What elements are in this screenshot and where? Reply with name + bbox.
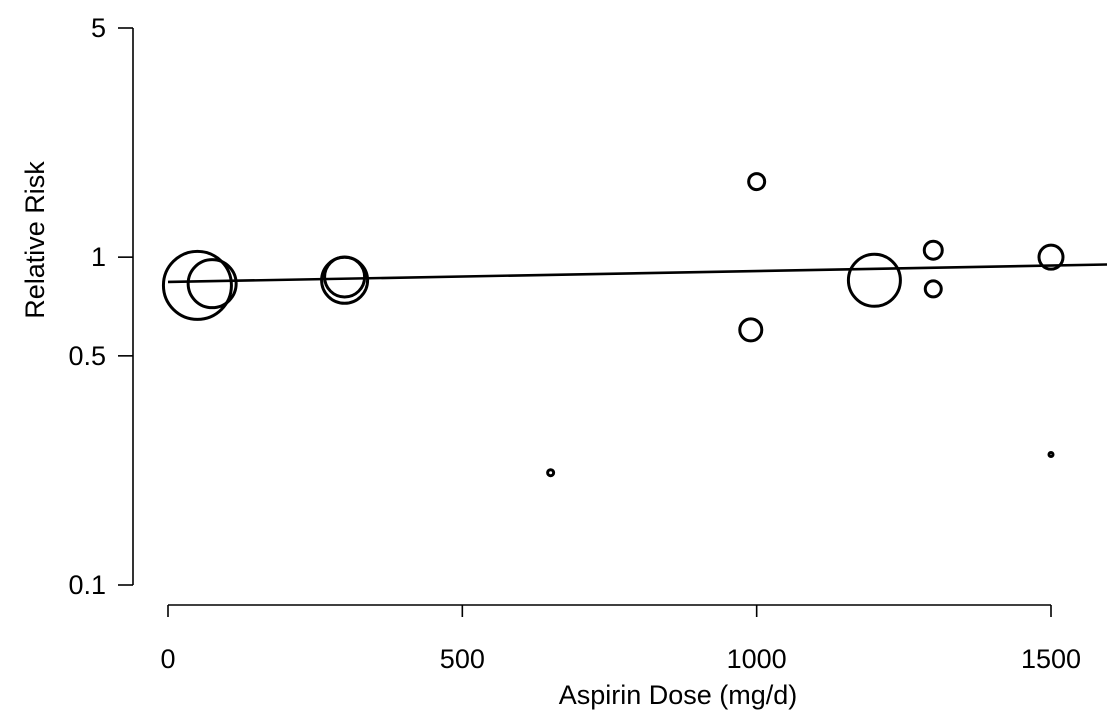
- data-point: [161, 249, 233, 321]
- data-point: [846, 252, 902, 308]
- y-tick-label: 0.5: [68, 341, 106, 371]
- data-point: [738, 317, 764, 343]
- x-tick-label: 1500: [1021, 644, 1081, 674]
- data-point: [323, 255, 367, 299]
- y-tick-label: 5: [91, 13, 106, 43]
- x-axis: 0 500 1000 1500: [160, 604, 1081, 674]
- x-axis-label: Aspirin Dose (mg/d): [559, 680, 798, 710]
- data-point: [747, 172, 767, 192]
- x-tick-label: 0: [160, 644, 175, 674]
- x-tick-label: 500: [440, 644, 485, 674]
- y-axis-label: Relative Risk: [20, 161, 50, 319]
- data-point: [186, 258, 238, 310]
- point-layer: [161, 172, 1065, 478]
- trend-layer: [167, 263, 1107, 284]
- data-point: [1047, 451, 1055, 459]
- trend-line: [167, 263, 1107, 284]
- data-point: [1037, 243, 1065, 271]
- data-point: [923, 279, 943, 299]
- data-point: [546, 468, 556, 478]
- y-tick-label: 0.1: [68, 570, 106, 600]
- data-point: [922, 239, 944, 261]
- x-tick-label: 1000: [727, 644, 787, 674]
- y-tick-label: 1: [91, 242, 106, 272]
- y-axis: 0.1 0.5 1 5: [68, 13, 134, 600]
